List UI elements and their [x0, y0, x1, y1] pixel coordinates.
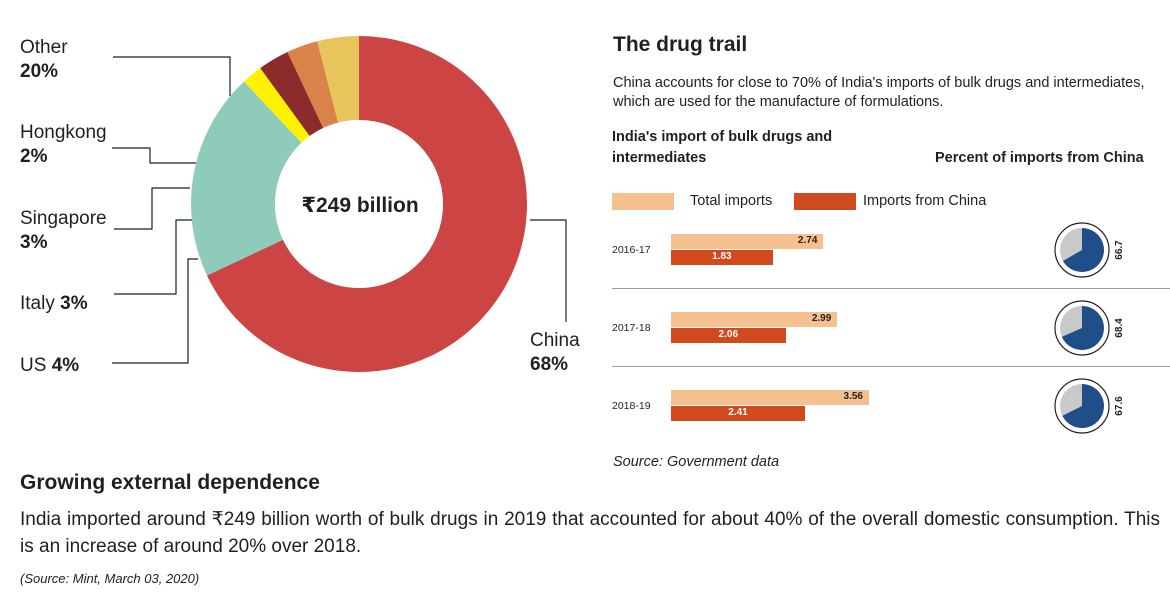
leader-italy [114, 219, 192, 295]
donut-slice-hongkong [243, 68, 310, 143]
bar-label-total: 2.74 [797, 235, 818, 246]
legend-china-label: Imports from China [863, 193, 987, 209]
bar-chart-header: India's import of bulk drugs and interme… [612, 129, 833, 166]
label-singapore-name: Singapore [20, 208, 107, 229]
label-italy: Italy 3% [20, 292, 88, 316]
pie-slice-china [1061, 306, 1104, 350]
label-china: China 68% [530, 329, 580, 377]
bar-china-imports [671, 250, 773, 265]
pie-slice-china [1062, 228, 1104, 272]
article-heading: Growing external dependence [20, 471, 320, 494]
legend-china-swatch [794, 193, 856, 210]
bar-label-china: 1.83 [712, 251, 732, 262]
divider [612, 366, 1170, 367]
bar-total-imports [671, 390, 869, 405]
label-other-value: 20% [20, 61, 59, 82]
percent-pies: 66.7 68.4 67.6 [1054, 222, 1125, 434]
label-hongkong-name: Hongkong [20, 122, 107, 143]
bar-label-total: 2.99 [811, 313, 832, 324]
pie-column-header: Percent of imports from China [935, 150, 1144, 166]
article-body: India imported around ₹249 billion worth… [20, 509, 1160, 557]
bar-china-imports [671, 406, 806, 421]
donut-slice-italy [287, 41, 339, 128]
year-label: 2017-18 [612, 322, 651, 334]
label-italy-name: Italy [20, 293, 55, 314]
donut-hole [275, 120, 443, 288]
bar-total-imports [671, 234, 824, 249]
bar-china-imports [671, 328, 786, 343]
label-china-value: 68% [530, 354, 569, 375]
pie-percent-label: 66.7 [1114, 240, 1125, 260]
article-source: (Source: Mint, March 03, 2020) [20, 571, 200, 586]
divider [612, 288, 1170, 289]
label-china-name: China [530, 330, 580, 351]
year-label: 2016-17 [612, 244, 651, 256]
bar-label-total: 3.56 [843, 391, 863, 402]
label-singapore: Singapore 3% [20, 207, 107, 255]
panel-subtitle: China accounts for close to 70% of India… [613, 75, 1145, 110]
label-hongkong-value: 2% [20, 146, 48, 167]
label-other-name: Other [20, 37, 68, 58]
label-other: Other 20% [20, 36, 68, 84]
legend-total-label: Total imports [690, 193, 773, 209]
bar-total-imports [671, 312, 838, 327]
leader-singapore [114, 187, 190, 230]
label-us-value: 4% [51, 355, 80, 376]
donut-center-label: ₹249 billion [301, 194, 419, 217]
label-italy-value: 3% [60, 293, 88, 314]
legend-total-swatch [612, 193, 674, 210]
year-label: 2018-19 [612, 400, 651, 412]
panel-source: Source: Government data [613, 454, 780, 470]
bar-label-china: 2.41 [728, 407, 748, 418]
donut-slice-us [317, 36, 359, 123]
pie-percent-label: 67.6 [1114, 396, 1125, 416]
donut-slice-singapore [260, 51, 324, 137]
label-singapore-value: 3% [20, 232, 48, 253]
pie-slice-china [1062, 384, 1104, 428]
leader-us [112, 258, 198, 364]
leader-hongkong [112, 147, 196, 164]
panel-title: The drug trail [613, 33, 748, 56]
leader-other [113, 56, 231, 96]
donut-slice-china [206, 36, 527, 372]
label-us-name: US [20, 355, 47, 376]
label-us: US 4% [20, 354, 79, 378]
donut-slice-other [191, 81, 302, 276]
label-hongkong: Hongkong 2% [20, 121, 107, 169]
leader-china [530, 219, 567, 322]
donut-chart [112, 36, 567, 372]
pie-percent-label: 68.4 [1114, 318, 1125, 338]
bar-label-china: 2.06 [718, 329, 739, 340]
